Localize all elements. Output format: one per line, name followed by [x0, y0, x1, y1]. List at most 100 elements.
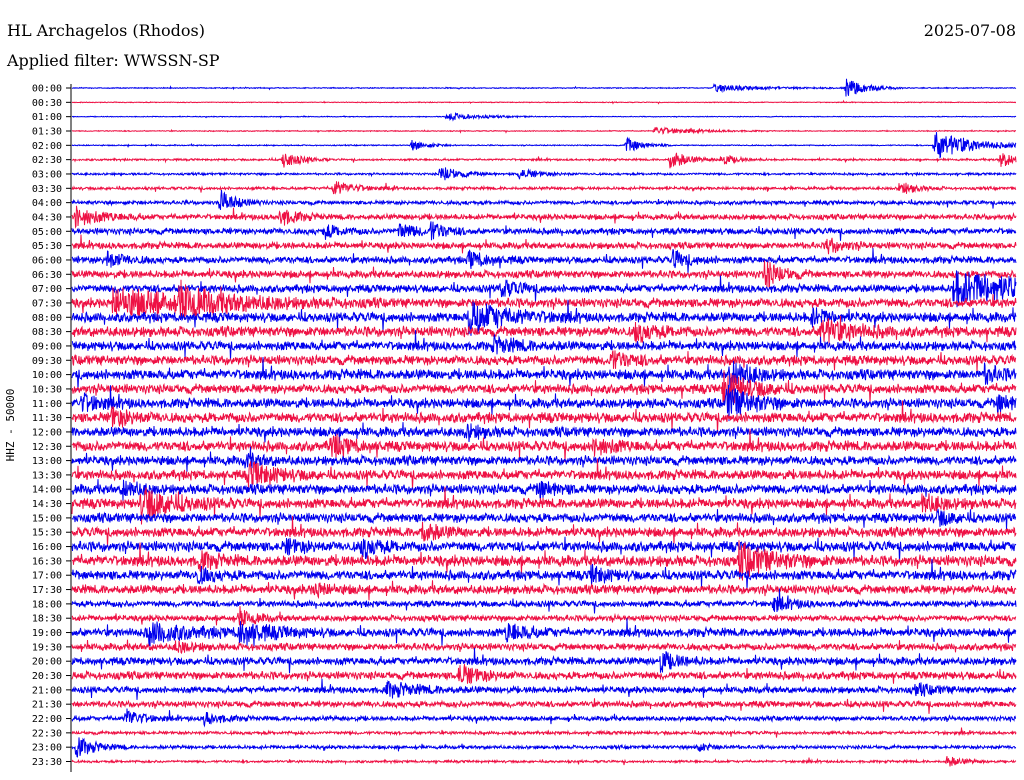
- tick-label: 14:00: [32, 485, 62, 496]
- trace-line: [71, 234, 1017, 255]
- trace-line: [71, 479, 1017, 502]
- trace-line: [71, 515, 1017, 548]
- trace-line: [71, 606, 1017, 626]
- tick-label: 19:30: [32, 642, 62, 653]
- trace-line: [71, 370, 1017, 408]
- trace-line: [71, 260, 1017, 288]
- tick-label: 04:30: [32, 212, 62, 223]
- filter-label: Applied filter: WWSSN-SP: [6, 51, 220, 70]
- trace-line: [71, 755, 1017, 767]
- trace-line: [71, 330, 1017, 361]
- tick-label: 06:00: [32, 255, 62, 266]
- trace-line: [71, 221, 1017, 241]
- station-title: HL Archagelos (Rhodos): [7, 21, 205, 40]
- tick-label: 12:30: [32, 442, 62, 453]
- trace-line: [72, 540, 1017, 581]
- trace-line: [71, 558, 1017, 591]
- tick-label: 07:00: [32, 284, 62, 295]
- trace-line: [71, 536, 1017, 563]
- trace-line: [71, 205, 1017, 229]
- trace-line: [71, 350, 1017, 373]
- tick-label: 18:00: [32, 599, 62, 610]
- trace-line: [71, 99, 1016, 105]
- trace-line: [71, 639, 1017, 655]
- tick-label: 10:30: [32, 384, 62, 395]
- trace-line: [71, 422, 1017, 444]
- trace-line: [71, 299, 1017, 336]
- seismic-traces: [71, 78, 1017, 767]
- trace-line: [71, 189, 1017, 210]
- tick-label: 06:30: [32, 270, 62, 281]
- tick-label: 08:00: [32, 313, 62, 324]
- tick-label: 19:00: [32, 628, 62, 639]
- tick-label: 04:00: [32, 198, 62, 209]
- trace-line: [71, 486, 1017, 525]
- time-tick-labels: 00:00 00:30 01:00 01:30 02:00 02:30 03:00 03:30…: [32, 84, 71, 768]
- tick-label: 01:00: [32, 112, 62, 123]
- trace-line: [71, 588, 1017, 614]
- date-label: 2025-07-08: [924, 21, 1016, 40]
- tick-label: 23:00: [32, 743, 62, 754]
- tick-label: 07:30: [32, 298, 62, 309]
- trace-line: [71, 167, 1017, 181]
- tick-label: 09:00: [32, 341, 62, 352]
- tick-label: 16:00: [32, 542, 62, 553]
- tick-label: 17:30: [32, 585, 62, 596]
- trace-line: [71, 664, 1017, 685]
- trace-line: [71, 580, 1017, 601]
- tick-label: 05:30: [32, 241, 62, 252]
- tick-label: 05:00: [32, 227, 62, 238]
- trace-line: [71, 737, 1017, 758]
- trace-line: [71, 428, 1017, 463]
- tick-label: 02:30: [32, 155, 62, 166]
- tick-label: 03:30: [32, 184, 62, 195]
- trace-line: [71, 446, 1017, 472]
- trace-line: [71, 508, 1017, 530]
- tick-label: 02:00: [32, 141, 62, 152]
- trace-line: [71, 248, 1017, 274]
- trace-line: [71, 678, 1017, 700]
- trace-line: [71, 458, 1017, 490]
- trace-line: [71, 708, 1016, 728]
- tick-label: 13:30: [32, 470, 62, 481]
- trace-line: [71, 647, 1017, 674]
- tick-label: 00:30: [32, 98, 62, 109]
- trace-line: [71, 727, 1017, 738]
- tick-label: 12:00: [32, 427, 62, 438]
- tick-label: 22:00: [32, 714, 62, 725]
- tick-label: 10:00: [32, 370, 62, 381]
- trace-line: [71, 315, 1017, 344]
- tick-label: 01:30: [32, 126, 62, 137]
- channel-axis-label: HHZ - 50000: [4, 389, 17, 462]
- trace-line: [71, 78, 1017, 97]
- tick-label: 15:00: [32, 513, 62, 524]
- tick-label: 21:00: [32, 685, 62, 696]
- tick-label: 11:00: [32, 399, 62, 410]
- tick-label: 16:30: [32, 556, 62, 567]
- tick-label: 22:30: [32, 728, 62, 739]
- trace-line: [71, 400, 1017, 434]
- tick-label: 15:30: [32, 528, 62, 539]
- tick-label: 09:30: [32, 356, 62, 367]
- tick-label: 21:30: [32, 700, 62, 711]
- trace-line: [71, 152, 1017, 169]
- trace-line: [71, 698, 1017, 714]
- tick-label: 23:30: [32, 757, 62, 768]
- tick-label: 08:30: [32, 327, 62, 338]
- tick-label: 20:30: [32, 671, 62, 682]
- trace-line: [71, 384, 1017, 422]
- trace-line: [71, 618, 1017, 647]
- tick-label: 20:00: [32, 657, 62, 668]
- tick-label: 11:30: [32, 413, 62, 424]
- trace-line: [71, 126, 1016, 135]
- trace-line: [71, 181, 1017, 195]
- tick-label: 17:00: [32, 571, 62, 582]
- tick-label: 13:00: [32, 456, 62, 467]
- tick-label: 18:30: [32, 614, 62, 625]
- tick-label: 03:00: [32, 169, 62, 180]
- tick-label: 00:00: [32, 84, 62, 95]
- tick-label: 14:30: [32, 499, 62, 510]
- trace-line: [71, 132, 1017, 159]
- trace-line: [71, 279, 1017, 322]
